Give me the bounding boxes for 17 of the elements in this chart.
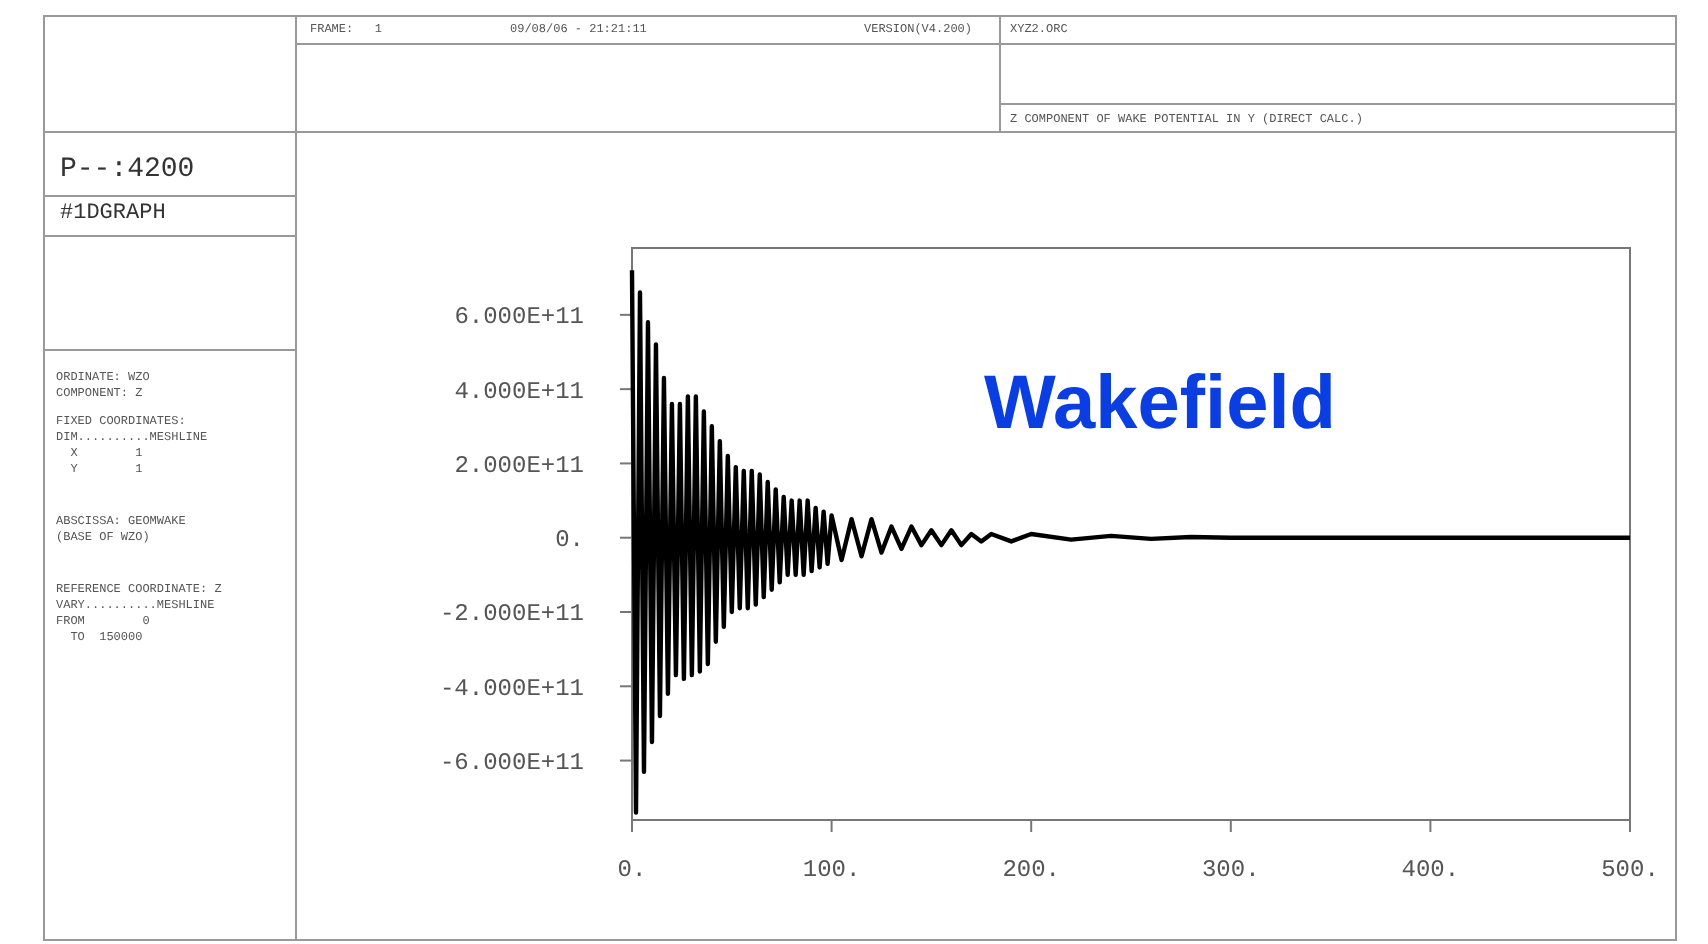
x-tick-label: 400. [1401, 856, 1460, 884]
y-tick-label: 0. [555, 526, 584, 555]
y-tick-label: -4.000E+11 [439, 674, 584, 703]
x-tick-label: 200. [1002, 856, 1061, 884]
line-series [629, 268, 1633, 815]
y-tick-label: -2.000E+11 [439, 600, 584, 629]
text: Wakefield [984, 362, 1336, 446]
text: P--:4200 [60, 154, 195, 186]
text: #1DGRAPH [60, 202, 166, 226]
x-tick-label: 0. [617, 856, 647, 884]
x-tick-label: 500. [1601, 856, 1659, 884]
y-tick-label: -6.000E+11 [439, 748, 584, 777]
y-tick-label: 4.000E+11 [454, 377, 584, 406]
y-tick-label: 2.000E+11 [454, 451, 584, 480]
x-tick-label: 300. [1201, 856, 1260, 884]
x-tick-label: 100. [802, 856, 861, 884]
y-tick-label: 6.000E+11 [454, 303, 584, 332]
